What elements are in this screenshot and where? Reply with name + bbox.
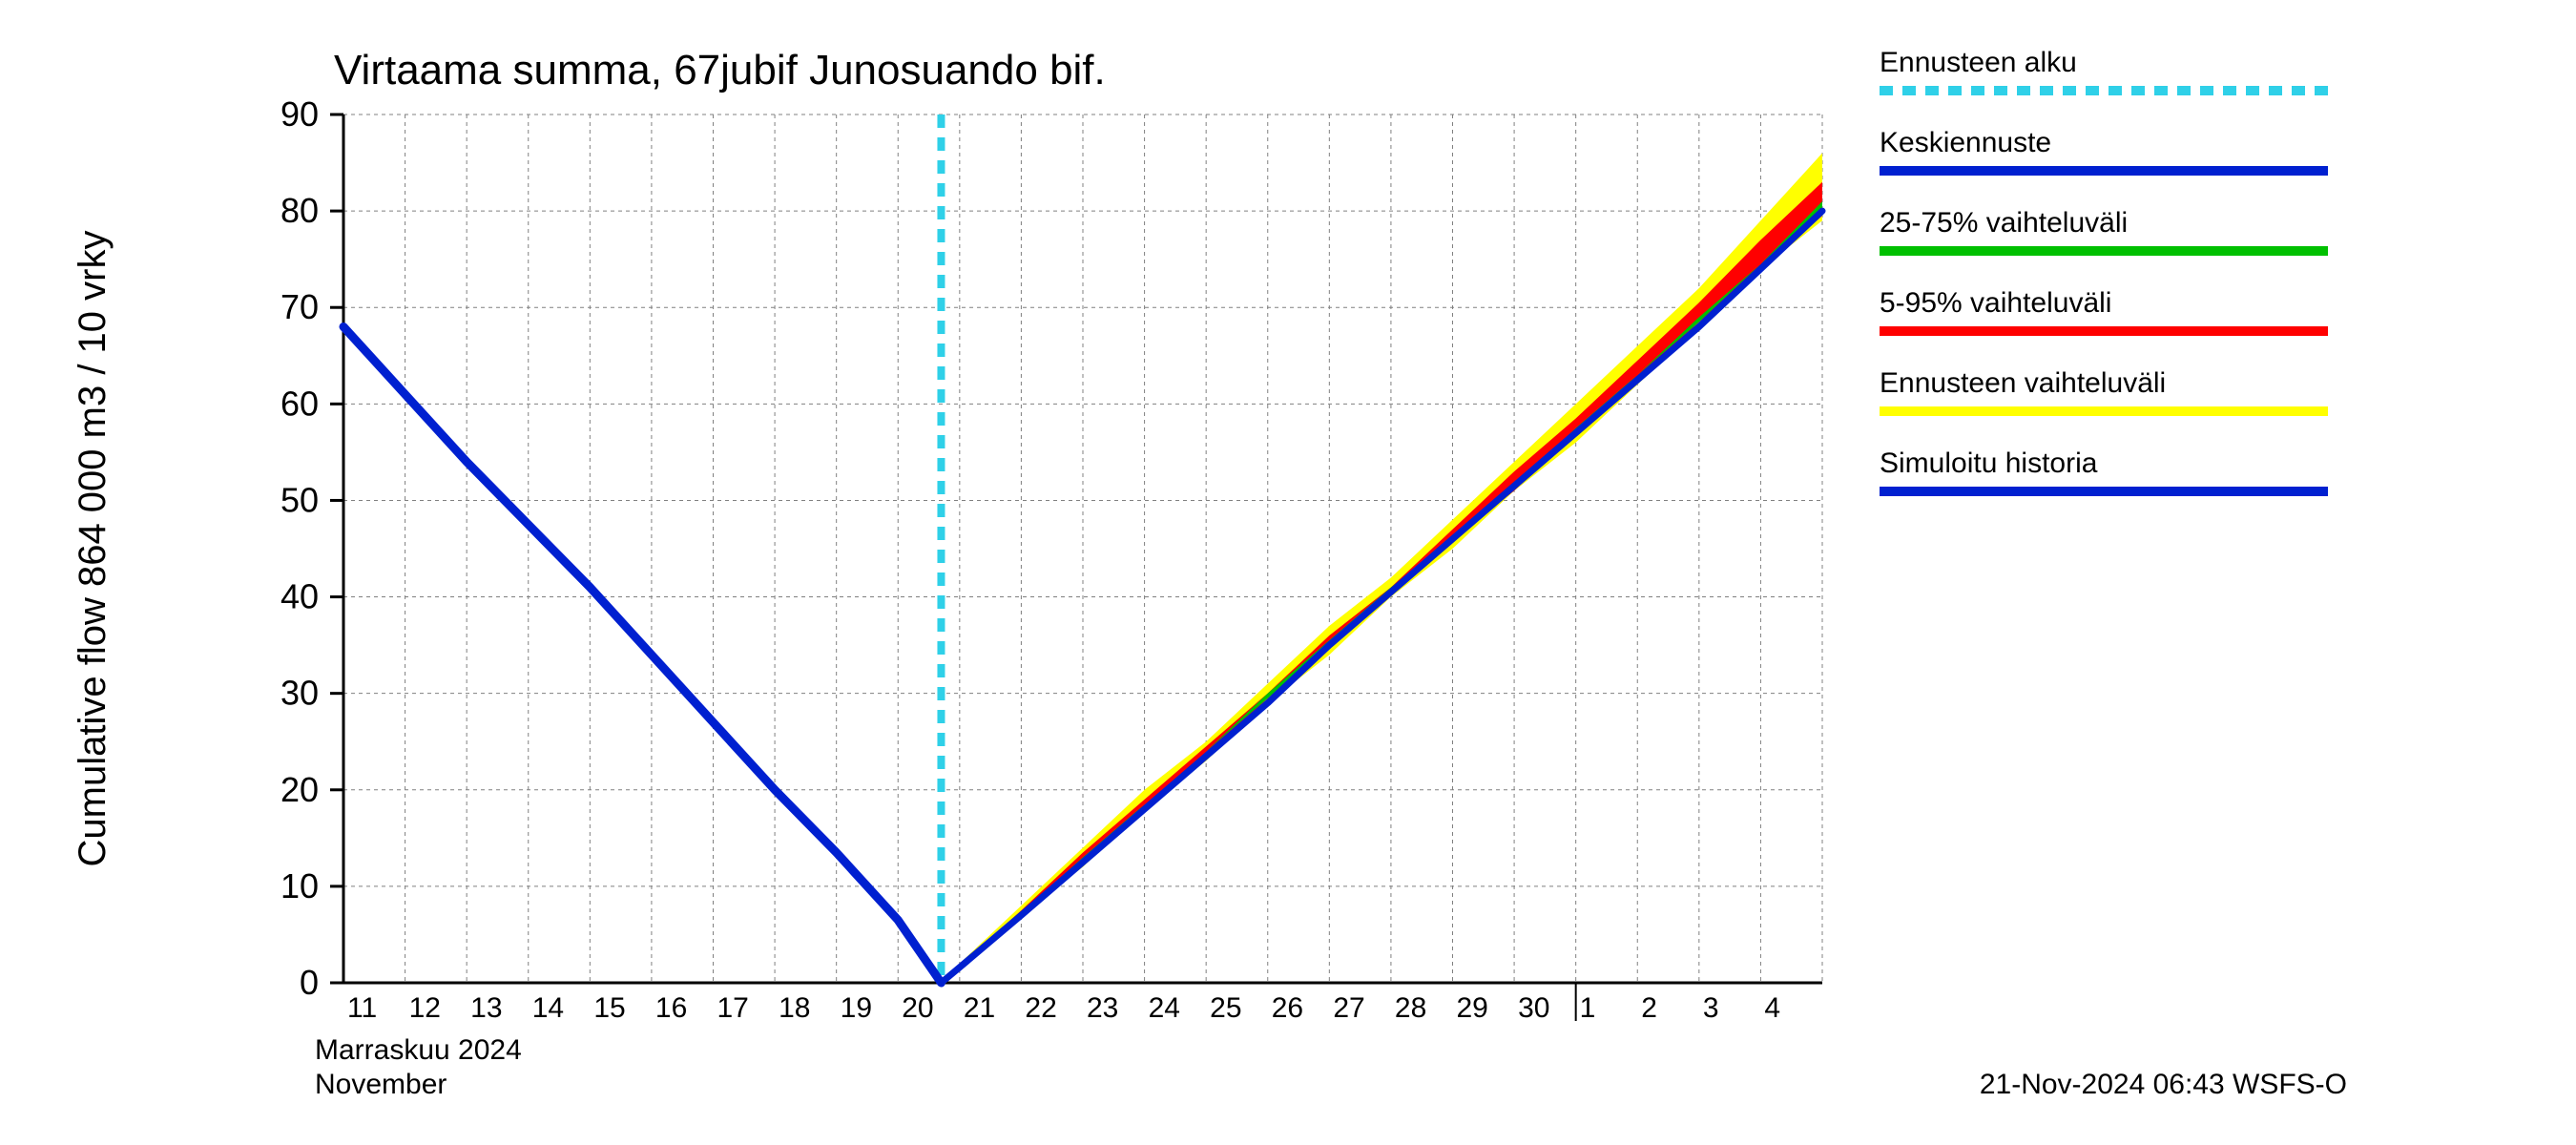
x-tick-label: 3: [1703, 992, 1719, 1024]
x-tick-label: 30: [1518, 992, 1549, 1024]
x-tick-label: 20: [902, 992, 933, 1024]
x-tick-label: 25: [1210, 992, 1241, 1024]
footer-timestamp: 21-Nov-2024 06:43 WSFS-O: [1980, 1069, 2347, 1100]
x-tick-label: 18: [779, 992, 810, 1024]
x-tick-label: 17: [717, 992, 749, 1024]
legend-label: Ennusteen alku: [1880, 47, 2077, 78]
x-tick-label: 1: [1580, 992, 1596, 1024]
chart-container: 0102030405060708090111213141516171819202…: [0, 0, 2576, 1145]
y-tick-label: 50: [280, 480, 319, 519]
y-axis-label: Cumulative flow 864 000 m3 / 10 vrky: [72, 231, 114, 867]
legend-label: 5-95% vaihteluväli: [1880, 287, 2111, 319]
y-tick-label: 30: [280, 674, 319, 713]
x-tick-label: 21: [964, 992, 995, 1024]
x-tick-label: 11: [347, 992, 377, 1024]
x-tick-label: 28: [1395, 992, 1426, 1024]
x-tick-label: 19: [841, 992, 872, 1024]
x-tick-label: 23: [1087, 992, 1118, 1024]
y-tick-label: 80: [280, 191, 319, 230]
x-tick-label: 13: [470, 992, 502, 1024]
x-tick-label: 22: [1025, 992, 1056, 1024]
month-label-fi: Marraskuu 2024: [315, 1034, 522, 1066]
chart-title: Virtaama summa, 67jubif Junosuando bif.: [334, 47, 1106, 94]
y-tick-label: 90: [280, 94, 319, 134]
legend-label: Ennusteen vaihteluväli: [1880, 367, 2166, 399]
x-tick-label: 29: [1457, 992, 1488, 1024]
legend-label: Keskiennuste: [1880, 127, 2051, 158]
legend-label: Simuloitu historia: [1880, 448, 2098, 479]
x-tick-label: 27: [1333, 992, 1364, 1024]
chart-svg: 0102030405060708090111213141516171819202…: [0, 0, 2576, 1145]
y-tick-label: 0: [300, 963, 319, 1002]
y-tick-label: 20: [280, 770, 319, 809]
x-tick-label: 16: [655, 992, 687, 1024]
y-tick-label: 40: [280, 577, 319, 616]
y-tick-label: 10: [280, 866, 319, 906]
x-tick-label: 4: [1764, 992, 1780, 1024]
x-tick-label: 26: [1272, 992, 1303, 1024]
legend-label: 25-75% vaihteluväli: [1880, 207, 2128, 239]
month-label-en: November: [315, 1069, 447, 1100]
x-tick-label: 15: [593, 992, 625, 1024]
x-tick-label: 24: [1149, 992, 1180, 1024]
x-tick-label: 2: [1641, 992, 1657, 1024]
y-tick-label: 60: [280, 384, 319, 423]
x-tick-label: 14: [532, 992, 564, 1024]
y-tick-label: 70: [280, 287, 319, 326]
x-tick-label: 12: [409, 992, 441, 1024]
